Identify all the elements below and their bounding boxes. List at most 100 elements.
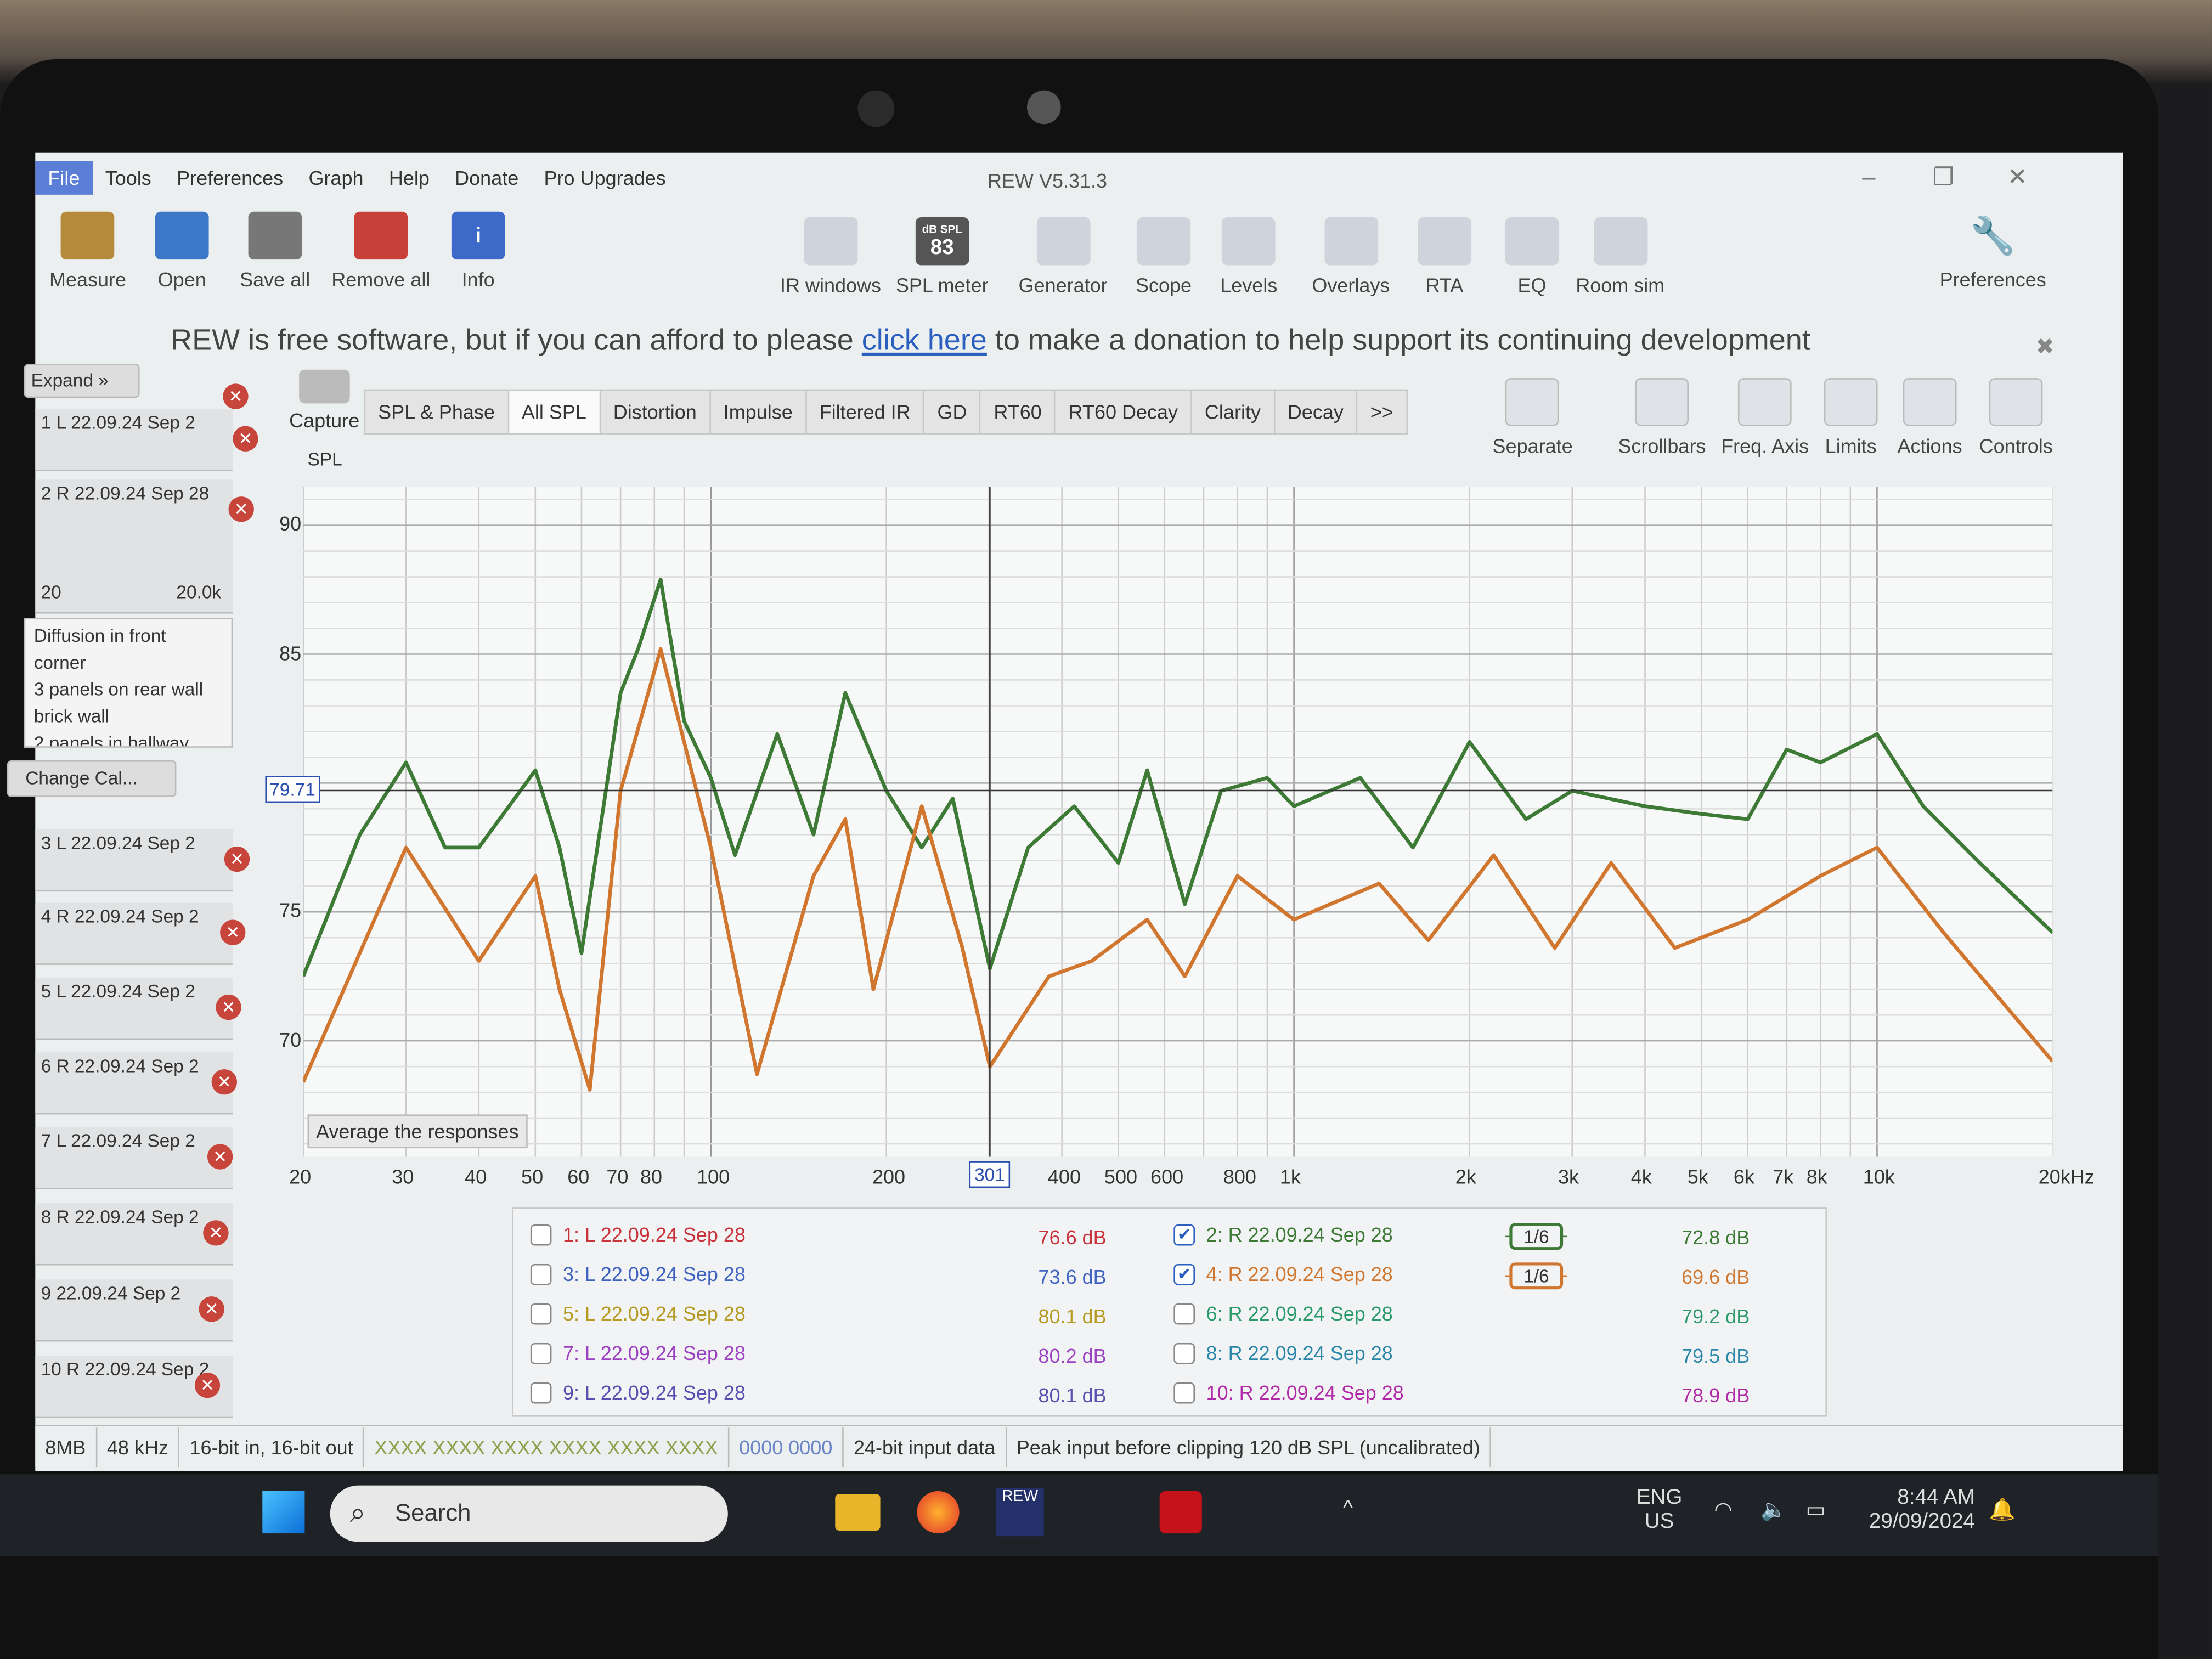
legend-checkbox[interactable]: ✔ xyxy=(1173,1263,1195,1285)
tab-rt60[interactable]: RT60 xyxy=(979,389,1056,435)
eq-button[interactable]: EQ xyxy=(1505,217,1559,296)
average-responses-button[interactable]: Average the responses xyxy=(307,1114,528,1149)
tab-spl-phase[interactable]: SPL & Phase xyxy=(364,389,509,435)
legend-checkbox[interactable]: ✔ xyxy=(1173,1223,1195,1245)
remove-measurement-icon[interactable]: ✕ xyxy=(228,496,254,522)
scope-button[interactable]: Scope xyxy=(1136,217,1192,296)
maximize-button[interactable]: ❐ xyxy=(1932,163,1955,191)
measure-button[interactable]: Measure xyxy=(49,211,126,291)
menu-preferences[interactable]: Preferences xyxy=(177,166,284,189)
remove-measurement-icon[interactable]: ✕ xyxy=(224,846,250,872)
measurement-item[interactable]: 9 22.09.24 Sep 2 ✕ xyxy=(35,1279,233,1342)
controls-button[interactable]: Controls xyxy=(1979,378,2053,457)
menu-file[interactable]: File xyxy=(35,161,93,195)
clock[interactable]: 8:44 AM 29/09/2024 xyxy=(1869,1485,1975,1534)
rta-button[interactable]: RTA xyxy=(1418,217,1471,296)
separate-button[interactable]: Separate xyxy=(1493,378,1573,457)
tab-gd[interactable]: GD xyxy=(923,389,981,435)
remove-all-button[interactable]: Remove all xyxy=(331,211,430,291)
remove-measurement-icon[interactable]: ✕ xyxy=(199,1296,224,1322)
menu-tools[interactable]: Tools xyxy=(105,166,151,189)
ir-windows-button[interactable]: IR windows xyxy=(780,217,881,296)
legend-item[interactable]: ✔ 2: R 22.09.24 Sep 28 xyxy=(1173,1223,1393,1246)
measurement-item[interactable]: 7 L 22.09.24 Sep 2 ✕ xyxy=(35,1127,233,1189)
overlays-button[interactable]: Overlays xyxy=(1312,217,1390,296)
legend-item[interactable]: 7: L 22.09.24 Sep 28 xyxy=(530,1341,746,1364)
generator-button[interactable]: Generator xyxy=(1019,217,1108,296)
remove-measurement-icon[interactable]: ✕ xyxy=(207,1144,233,1170)
remove-measurement-icon[interactable]: ✕ xyxy=(233,426,258,452)
actions-button[interactable]: Actions xyxy=(1898,378,1962,457)
freq--axis-button[interactable]: Freq. Axis xyxy=(1721,378,1809,457)
wifi-icon[interactable]: ◠ xyxy=(1714,1498,1733,1522)
spl-meter-button[interactable]: dB SPL 83 SPL meter xyxy=(896,217,989,296)
expand-button[interactable]: Expand » xyxy=(24,364,140,398)
legend-item[interactable]: 8: R 22.09.24 Sep 28 xyxy=(1173,1341,1393,1364)
menu-pro-upgrades[interactable]: Pro Upgrades xyxy=(544,166,666,189)
volume-icon[interactable]: 🔈 xyxy=(1760,1498,1787,1522)
tab-distortion[interactable]: Distortion xyxy=(599,389,711,435)
tab-clarity[interactable]: Clarity xyxy=(1190,389,1275,435)
legend-checkbox[interactable] xyxy=(1173,1302,1195,1324)
remove-measurement-icon[interactable]: ✕ xyxy=(216,994,241,1020)
legend-item[interactable]: 10: R 22.09.24 Sep 28 xyxy=(1173,1381,1404,1404)
measurement-item[interactable]: 5 L 22.09.24 Sep 2 ✕ xyxy=(35,977,241,1040)
capture-button[interactable]: Capture xyxy=(289,369,359,432)
minimize-button[interactable]: – xyxy=(1862,163,1876,191)
rew-taskbar-icon[interactable]: REW xyxy=(996,1488,1044,1537)
file-explorer-icon[interactable] xyxy=(835,1494,881,1531)
battery-icon[interactable]: ▭ xyxy=(1805,1498,1826,1522)
change-cal-button[interactable]: Change Cal... xyxy=(7,760,177,797)
notes-box[interactable]: Diffusion in front corner 3 panels on rear… xyxy=(24,618,233,748)
legend-checkbox[interactable] xyxy=(530,1263,552,1285)
remove-measurement-icon[interactable]: ✕ xyxy=(220,919,246,945)
measurement-item[interactable]: 6 R 22.09.24 Sep 2 ✕ xyxy=(35,1052,237,1115)
remove-measurement-icon[interactable]: ✕ xyxy=(223,383,249,409)
measurement-item[interactable]: 10 R 22.09.24 Sep 2 ✕ xyxy=(35,1356,233,1418)
legend-checkbox[interactable] xyxy=(1173,1381,1195,1403)
close-banner-button[interactable]: ✖ xyxy=(2035,335,2055,360)
tab-rt60-decay[interactable]: RT60 Decay xyxy=(1054,389,1192,435)
measurement-item[interactable]: 3 L 22.09.24 Sep 2 ✕ xyxy=(35,829,250,892)
limits-button[interactable]: Limits xyxy=(1824,378,1878,457)
legend-checkbox[interactable] xyxy=(530,1302,552,1324)
room-sim-button[interactable]: Room sim xyxy=(1576,217,1664,296)
tab-filtered-ir[interactable]: Filtered IR xyxy=(805,389,925,435)
windows-start-icon[interactable] xyxy=(262,1491,305,1534)
menu-graph[interactable]: Graph xyxy=(308,166,364,189)
preferences-button[interactable]: 🔧 Preferences xyxy=(1940,212,2046,291)
info-button[interactable]: i Info xyxy=(451,211,505,291)
legend-item[interactable]: 9: L 22.09.24 Sep 28 xyxy=(530,1381,746,1404)
chevron-up-icon[interactable]: ^ xyxy=(1342,1497,1353,1521)
smoothing-badge[interactable]: 1/6 xyxy=(1509,1262,1564,1290)
legend-item[interactable]: 5: L 22.09.24 Sep 28 xyxy=(530,1302,746,1325)
measurement-item[interactable]: 4 R 22.09.24 Sep 2 ✕ xyxy=(35,902,246,965)
measurement-item[interactable]: 8 R 22.09.24 Sep 2 ✕ xyxy=(35,1203,233,1266)
legend-checkbox[interactable] xyxy=(530,1381,552,1403)
legend-checkbox[interactable] xyxy=(1173,1342,1195,1364)
levels-button[interactable]: Levels xyxy=(1220,217,1277,296)
firefox-icon[interactable] xyxy=(917,1491,960,1534)
donate-link[interactable]: click here xyxy=(861,324,987,357)
legend-checkbox[interactable] xyxy=(530,1223,552,1245)
legend-item[interactable]: 3: L 22.09.24 Sep 28 xyxy=(530,1262,746,1285)
remove-measurement-icon[interactable]: ✕ xyxy=(203,1220,229,1246)
legend-checkbox[interactable] xyxy=(530,1342,552,1364)
language-indicator[interactable]: ENG US xyxy=(1636,1485,1683,1534)
tab-decay[interactable]: Decay xyxy=(1273,389,1358,435)
remove-measurement-icon[interactable]: ✕ xyxy=(194,1372,221,1398)
tab--[interactable]: >> xyxy=(1356,389,1408,435)
close-button[interactable]: ✕ xyxy=(2007,163,2028,191)
scrollbars-button[interactable]: Scrollbars xyxy=(1618,378,1706,457)
tab-all-spl[interactable]: All SPL xyxy=(507,389,601,435)
remove-measurement-icon[interactable]: ✕ xyxy=(211,1069,237,1095)
legend-item[interactable]: 1: L 22.09.24 Sep 28 xyxy=(530,1223,746,1246)
taskbar-search[interactable]: ⌕ Search xyxy=(330,1485,728,1542)
legend-item[interactable]: 6: R 22.09.24 Sep 28 xyxy=(1173,1302,1393,1325)
menu-help[interactable]: Help xyxy=(388,166,430,189)
measurement-item[interactable]: 2 R 22.09.24 Sep 28 20 20.0k ✕ xyxy=(35,479,254,614)
save-all-button[interactable]: Save all xyxy=(240,211,310,291)
acrobat-icon[interactable] xyxy=(1159,1491,1202,1534)
spl-graph[interactable] xyxy=(303,487,2053,1157)
measurement-item[interactable]: 1 L 22.09.24 Sep 2 ✕ xyxy=(35,409,258,471)
